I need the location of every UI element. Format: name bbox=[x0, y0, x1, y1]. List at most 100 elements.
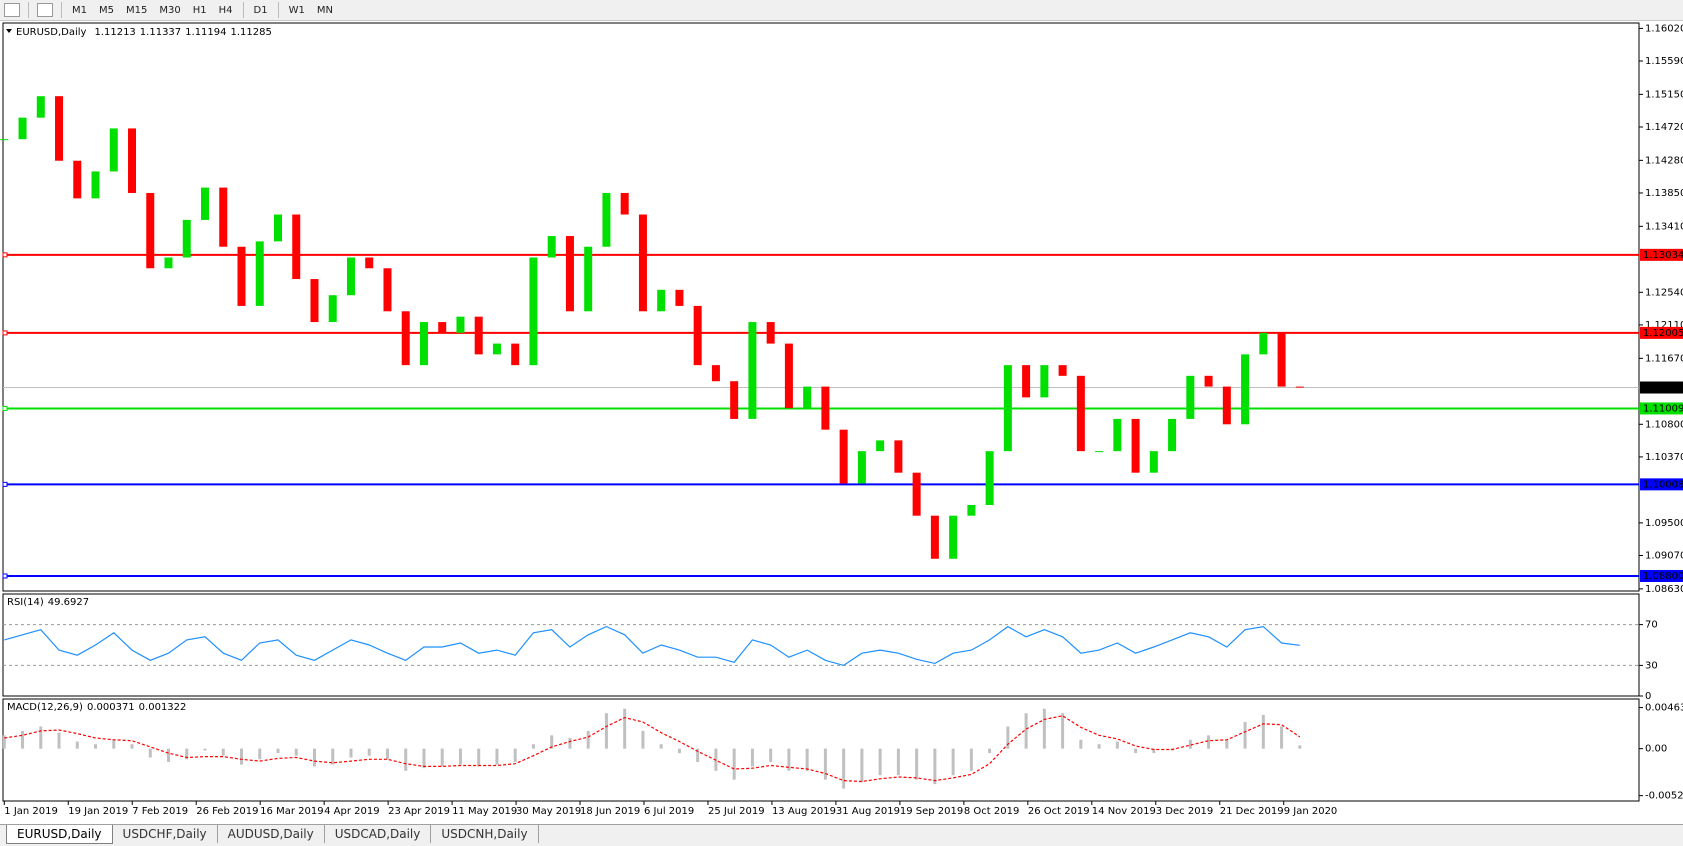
macd-bar bbox=[148, 748, 152, 758]
draw-tool[interactable] bbox=[37, 3, 53, 17]
timeframe-button[interactable]: MN bbox=[316, 4, 333, 16]
y-tick-label: 0.00463 bbox=[1645, 703, 1683, 714]
indicator-value: 0.000371 bbox=[87, 702, 135, 713]
macd-bar bbox=[1042, 708, 1046, 749]
candle bbox=[529, 257, 538, 366]
level-handle bbox=[2, 405, 8, 411]
timeframe-button[interactable]: W1 bbox=[288, 4, 305, 16]
indicator-header: RSI(14) 49.6927 bbox=[7, 597, 89, 608]
candle bbox=[438, 322, 447, 333]
y-tick-label: 1.09070 bbox=[1645, 551, 1683, 562]
candle bbox=[803, 386, 812, 409]
candle bbox=[419, 322, 428, 366]
macd-bar bbox=[385, 748, 389, 760]
candle bbox=[292, 214, 301, 280]
symbol-tab[interactable]: AUDUSD,Daily bbox=[218, 825, 325, 843]
macd-bar bbox=[2, 735, 6, 749]
indicator-title: MACD(12,26,9) bbox=[7, 702, 83, 713]
macd-bar bbox=[769, 748, 773, 762]
y-tick-label: 70 bbox=[1645, 620, 1658, 631]
macd-bar bbox=[696, 748, 700, 762]
symbol-tab[interactable]: USDCNH,Daily bbox=[431, 825, 539, 843]
current-price-box bbox=[1640, 381, 1683, 394]
symbol-tab[interactable]: USDCHF,Daily bbox=[113, 825, 218, 843]
symbol-title: EURUSD,Daily bbox=[16, 27, 87, 38]
macd-bar bbox=[94, 744, 98, 749]
macd-bar bbox=[933, 748, 937, 785]
candle bbox=[1186, 375, 1195, 419]
macd-bar bbox=[659, 744, 663, 749]
macd-bar bbox=[805, 748, 809, 771]
macd-bar bbox=[1188, 739, 1192, 749]
candle bbox=[839, 429, 848, 484]
candle bbox=[1259, 332, 1268, 355]
macd-bar bbox=[787, 748, 791, 771]
timeframe-button[interactable]: M15 bbox=[126, 4, 148, 16]
macd-bar bbox=[823, 748, 827, 780]
candle bbox=[894, 440, 903, 473]
separator bbox=[28, 2, 29, 18]
macd-bar bbox=[240, 748, 244, 765]
x-tick-label: 23 Apr 2019 bbox=[388, 806, 450, 817]
macd-bar bbox=[440, 748, 444, 767]
candle bbox=[1241, 354, 1250, 425]
symbol-tabs: EURUSD,Daily USDCHF,Daily AUDUSD,Daily USDC… bbox=[0, 824, 1683, 846]
candle bbox=[401, 311, 410, 366]
candle bbox=[748, 322, 757, 419]
panel-frame bbox=[2, 593, 1640, 697]
macd-bar bbox=[1280, 726, 1284, 749]
macd-bar bbox=[39, 726, 43, 749]
candle bbox=[237, 246, 246, 306]
timeframe-button[interactable]: M30 bbox=[159, 4, 181, 16]
macd-bar bbox=[732, 748, 736, 780]
y-tick-label: 1.15590 bbox=[1645, 56, 1683, 67]
level-handle bbox=[2, 330, 8, 336]
candle bbox=[1295, 386, 1304, 388]
macd-bar bbox=[477, 748, 481, 767]
timeframe-button[interactable]: H1 bbox=[192, 4, 207, 16]
macd-bar bbox=[842, 748, 846, 789]
x-tick-label: 13 Aug 2019 bbox=[772, 806, 836, 817]
candle bbox=[511, 343, 520, 366]
candle bbox=[310, 279, 319, 323]
timeframe-button[interactable]: H4 bbox=[218, 4, 233, 16]
macd-bar bbox=[896, 748, 900, 776]
candle bbox=[912, 472, 921, 516]
symbol-tab[interactable]: USDCAD,Daily bbox=[325, 825, 432, 843]
macd-bar bbox=[550, 735, 554, 749]
signal-line bbox=[4, 715, 1301, 783]
candle bbox=[1149, 451, 1158, 473]
level-label-box bbox=[1640, 248, 1683, 261]
macd-bar bbox=[1061, 713, 1065, 749]
x-tick-label: 16 Mar 2019 bbox=[260, 806, 323, 817]
macd-bar bbox=[1261, 714, 1265, 749]
candle bbox=[492, 343, 501, 355]
macd-bar bbox=[1207, 735, 1211, 749]
text-tool[interactable] bbox=[4, 3, 20, 17]
candle bbox=[693, 305, 702, 366]
candle bbox=[657, 289, 666, 312]
macd-bar bbox=[1243, 722, 1247, 749]
macd-bar bbox=[276, 748, 280, 754]
candle bbox=[1204, 375, 1213, 387]
macd-bar bbox=[75, 741, 79, 749]
macd-bar bbox=[513, 748, 517, 762]
candle bbox=[1003, 365, 1012, 452]
timeframe-button[interactable]: M5 bbox=[99, 4, 114, 16]
candle bbox=[602, 192, 611, 247]
x-tick-label: 14 Nov 2019 bbox=[1092, 806, 1156, 817]
indicator-value: 49.6927 bbox=[48, 597, 89, 608]
symbol-tab[interactable]: EURUSD,Daily bbox=[6, 825, 113, 844]
chart-header: EURUSD,Daily 1.11213 1.11337 1.11194 1.11285 bbox=[16, 27, 272, 38]
timeframe-button[interactable]: M1 bbox=[72, 4, 87, 16]
timeframe-button[interactable]: D1 bbox=[253, 4, 268, 16]
level-handle bbox=[2, 481, 8, 487]
toolbar: M1 M5 M15 M30 H1 H4 D1 W1 MN bbox=[0, 0, 1683, 21]
x-tick-label: 25 Jul 2019 bbox=[708, 806, 765, 817]
candle bbox=[675, 289, 684, 306]
level-label: 1.10008 bbox=[1643, 479, 1683, 490]
macd-bar bbox=[294, 748, 298, 756]
macd-bar bbox=[623, 708, 627, 749]
candle bbox=[876, 440, 885, 452]
y-tick-label: 1.13410 bbox=[1645, 221, 1683, 232]
